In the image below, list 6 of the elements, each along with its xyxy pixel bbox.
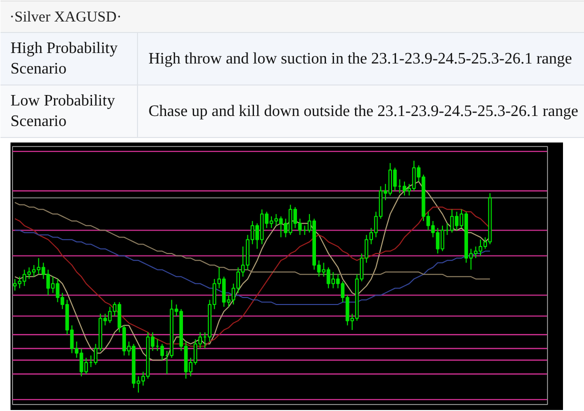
text: Low Probability Scenario [10,92,115,130]
candlestick [160,343,164,361]
text: High Probability Scenario [10,40,118,78]
chart-title: ·Silver XAGUSD· [10,10,122,26]
text: High throw and low suction in the 23.1-23.9-24.5-25.3-26.1 range [148,50,572,68]
text: Chase up and kill down outside the 23.1-23.9-24.5-25.3-26.1 range [148,102,578,120]
